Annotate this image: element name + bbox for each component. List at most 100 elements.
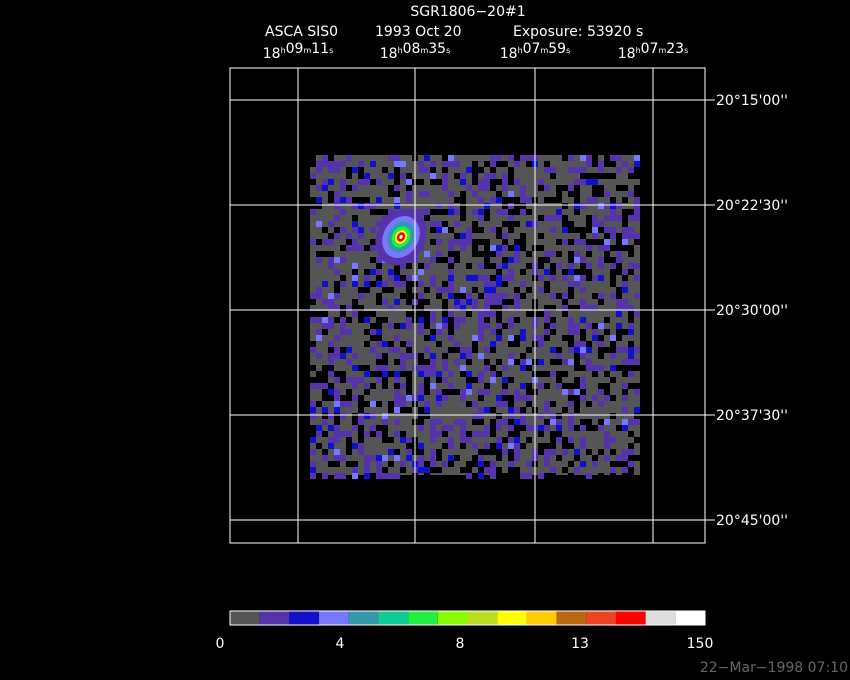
pixel [502,395,508,401]
pixel [466,383,472,389]
pixel [322,377,328,383]
pixel [370,383,376,389]
pixel [364,329,370,335]
pixel [478,167,484,173]
pixel [484,203,490,209]
pixel [340,395,346,401]
pixel [634,293,640,299]
pixel [568,419,574,425]
pixel [316,383,322,389]
pixel [352,365,358,371]
pixel [460,425,466,431]
pixel [436,227,442,233]
pixel [346,431,352,437]
pixel [454,323,460,329]
pixel [526,473,532,479]
pixel [580,389,586,395]
dec-label: 20°37'30'' [716,408,788,424]
pixel [634,185,640,191]
pixel [634,173,640,179]
pixel [454,221,460,227]
ra-part: 35 [428,41,446,57]
pixel [478,329,484,335]
pixel [364,179,370,185]
pixel [508,227,514,233]
pixel [340,371,346,377]
pixel [334,407,340,413]
pixel [340,329,346,335]
pixel [514,245,520,251]
pixel [466,359,472,365]
pixel [526,437,532,443]
pixel [502,179,508,185]
pixel [520,443,526,449]
dec-label: 20°30'00'' [716,303,788,319]
pixel [628,371,634,377]
pixel [544,461,550,467]
pixel [388,185,394,191]
pixel [316,353,322,359]
pixel [568,317,574,323]
pixel [334,437,340,443]
pixel [580,287,586,293]
pixel [520,407,526,413]
pixel [508,179,514,185]
pixel [322,389,328,395]
pixel [424,413,430,419]
pixel [610,347,616,353]
pixel [430,317,436,323]
pixel [394,323,400,329]
pixel [400,359,406,365]
pixel [550,443,556,449]
pixel [568,323,574,329]
pixel [376,401,382,407]
pixel [514,407,520,413]
colorbar-cell [348,611,379,625]
pixel [616,425,622,431]
pixel [352,413,358,419]
pixel [394,473,400,479]
pixel [496,323,502,329]
pixel [514,293,520,299]
pixel [514,287,520,293]
pixel [616,293,622,299]
pixel [418,395,424,401]
pixel [628,317,634,323]
pixel [628,449,634,455]
pixel [472,305,478,311]
pixel [448,251,454,257]
pixel [496,155,502,161]
pixel [400,263,406,269]
pixel [358,227,364,233]
pixel [574,251,580,257]
pixel [472,473,478,479]
pixel [316,197,322,203]
pixel [454,209,460,215]
pixel [436,431,442,437]
pixel [490,293,496,299]
pixel [424,263,430,269]
pixel [562,437,568,443]
pixel [574,179,580,185]
pixel [424,377,430,383]
pixel [586,347,592,353]
pixel [562,293,568,299]
pixel [574,359,580,365]
pixel [562,305,568,311]
pixel [322,311,328,317]
pixel [370,161,376,167]
pixel [526,359,532,365]
pixel [448,335,454,341]
pixel [370,455,376,461]
pixel [340,473,346,479]
pixel [604,443,610,449]
pixel [490,161,496,167]
pixel [490,461,496,467]
pixel [514,179,520,185]
pixel [502,437,508,443]
pixel [466,389,472,395]
pixel [484,317,490,323]
pixel [562,335,568,341]
pixel [592,221,598,227]
pixel [610,161,616,167]
